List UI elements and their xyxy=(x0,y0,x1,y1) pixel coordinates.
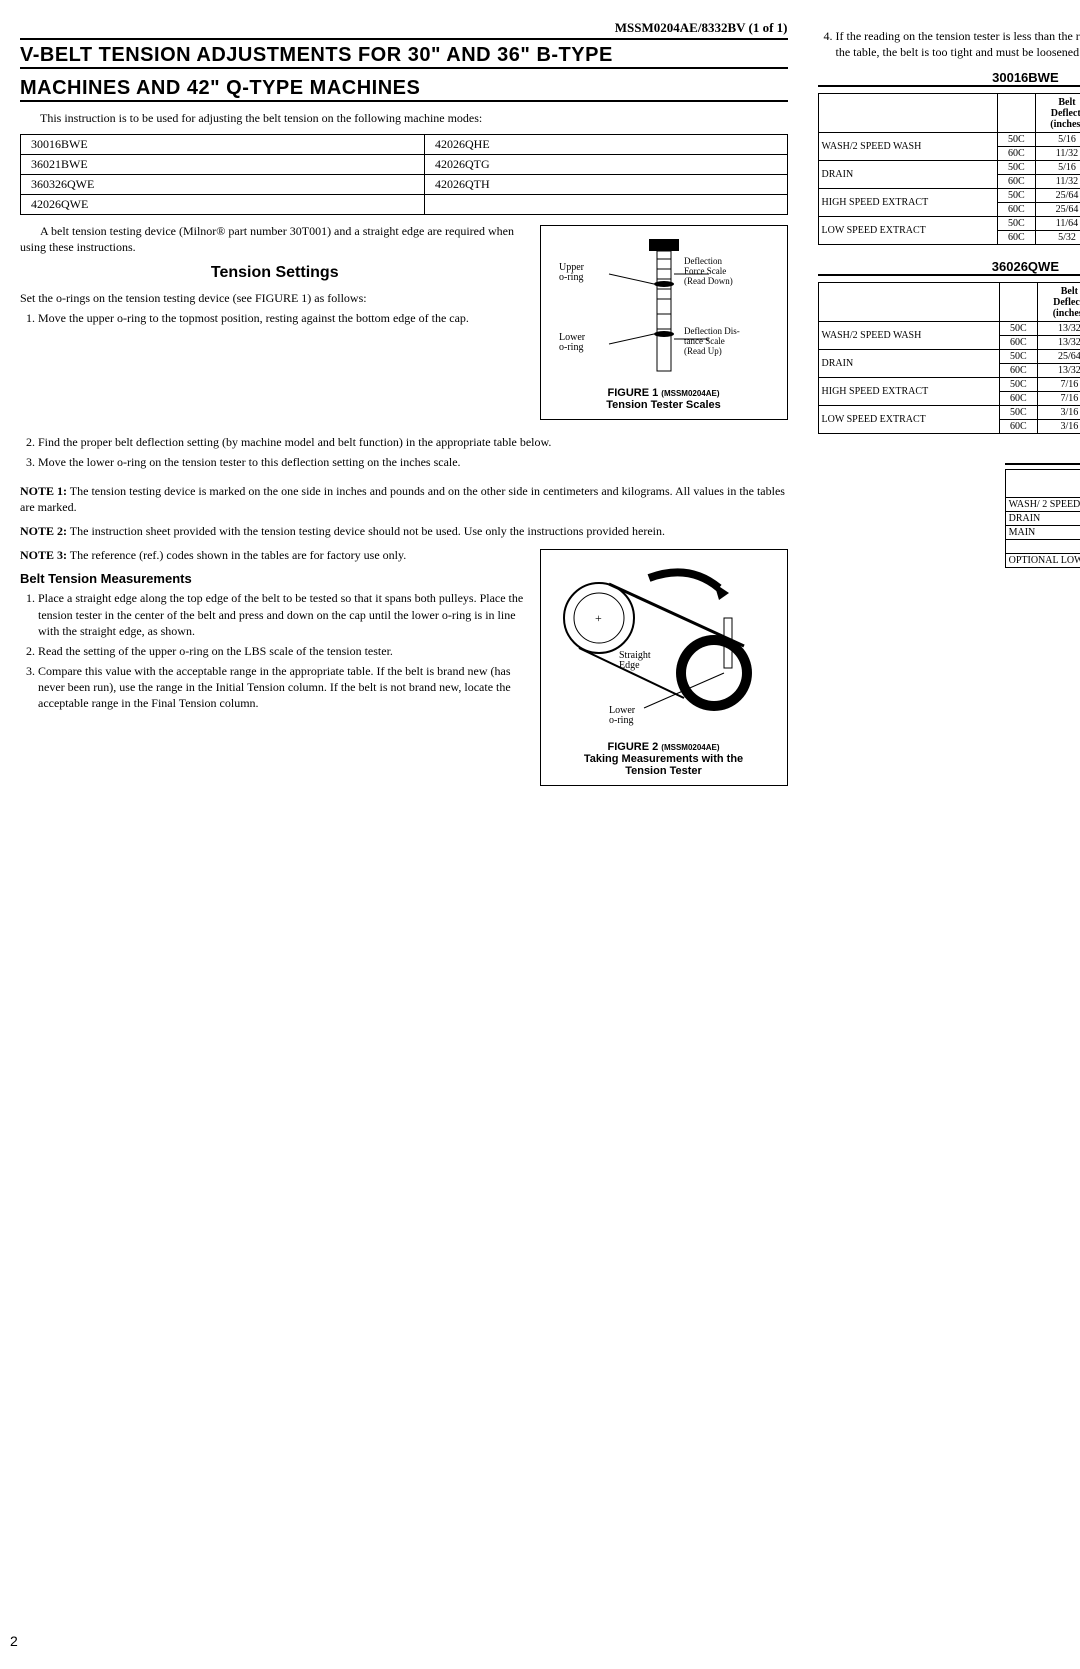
svg-text:o-ring: o-ring xyxy=(609,715,633,726)
step4: If the reading on the tension tester is … xyxy=(836,28,1080,60)
tension-tester-icon: Upper o-ring Lower o-ring Deflection For… xyxy=(549,234,769,384)
tension-settings-title: Tension Settings xyxy=(20,264,530,282)
figure-2-box: + Straight Edge Lower o-ring FIGURE 2 (M… xyxy=(540,549,788,786)
fig1-caption: FIGURE 1 (MSSM0204AE)Tension Tester Scal… xyxy=(549,387,779,411)
table-42026qhe: Belt Defl.(inches)Initial TensionFinal T… xyxy=(1005,469,1080,568)
note1: NOTE 1: The tension testing device is ma… xyxy=(20,483,788,515)
svg-text:o-ring: o-ring xyxy=(559,272,583,283)
svg-text:Edge: Edge xyxy=(619,660,640,671)
step-b1: Place a straight edge along the top edge… xyxy=(38,590,530,639)
svg-text:(Read Up): (Read Up) xyxy=(684,346,722,356)
note2: NOTE 2: The instruction sheet provided w… xyxy=(20,523,788,539)
intro-text: This instruction is to be used for adjus… xyxy=(20,110,788,126)
doc-id: MSSM0204AE/8332BV (1 of 1) xyxy=(20,20,788,40)
title-line2: MACHINES AND 42" Q-TYPE MACHINES xyxy=(20,77,788,102)
figure-1-box: Upper o-ring Lower o-ring Deflection For… xyxy=(540,225,788,420)
belt-meas-title: Belt Tension Measurements xyxy=(20,571,530,586)
svg-text:+: + xyxy=(595,611,602,625)
svg-text:(Read Down): (Read Down) xyxy=(684,276,733,286)
step-b2: Read the setting of the upper o-ring on … xyxy=(38,643,530,659)
table-36026-42026: BeltDeflect.(inches)InitialTensionInitia… xyxy=(818,282,1080,434)
step-a2: Find the proper belt deflection setting … xyxy=(38,434,788,450)
svg-text:tance Scale: tance Scale xyxy=(684,336,725,346)
table-30016-36021: BeltDeflect.(inches)InitialTensionInitia… xyxy=(818,93,1080,245)
machine-list-table: 30016BWE42026QHE 36021BWE42026QTG 360326… xyxy=(20,134,788,215)
svg-text:Force Scale: Force Scale xyxy=(684,266,726,276)
svg-text:o-ring: o-ring xyxy=(559,342,583,353)
tool-paragraph: A belt tension testing device (Milnor® p… xyxy=(20,223,530,255)
title-line1: V-BELT TENSION ADJUSTMENTS FOR 30" AND 3… xyxy=(20,44,788,69)
svg-text:Deflection Dis-: Deflection Dis- xyxy=(684,326,740,336)
note3: NOTE 3: The reference (ref.) codes shown… xyxy=(20,547,530,563)
t42026qhe-title: 42026QHE, QTG, QTH xyxy=(1005,448,1080,465)
step-a3: Move the lower o-ring on the tension tes… xyxy=(38,454,788,470)
step-b3: Compare this value with the acceptable r… xyxy=(38,663,530,712)
fig2-caption: FIGURE 2 (MSSM0204AE)Taking Measurements… xyxy=(549,741,779,777)
svg-text:Deflection: Deflection xyxy=(684,256,722,266)
page-number: 2 xyxy=(10,1633,18,1649)
tension-intro: Set the o-rings on the tension testing d… xyxy=(20,290,530,306)
t36026-title: 36026QWE xyxy=(818,259,1080,276)
t30016-title: 30016BWE xyxy=(818,70,1080,87)
pulley-diagram-icon: + Straight Edge Lower o-ring xyxy=(549,558,769,738)
step-a1: Move the upper o-ring to the topmost pos… xyxy=(38,310,530,326)
